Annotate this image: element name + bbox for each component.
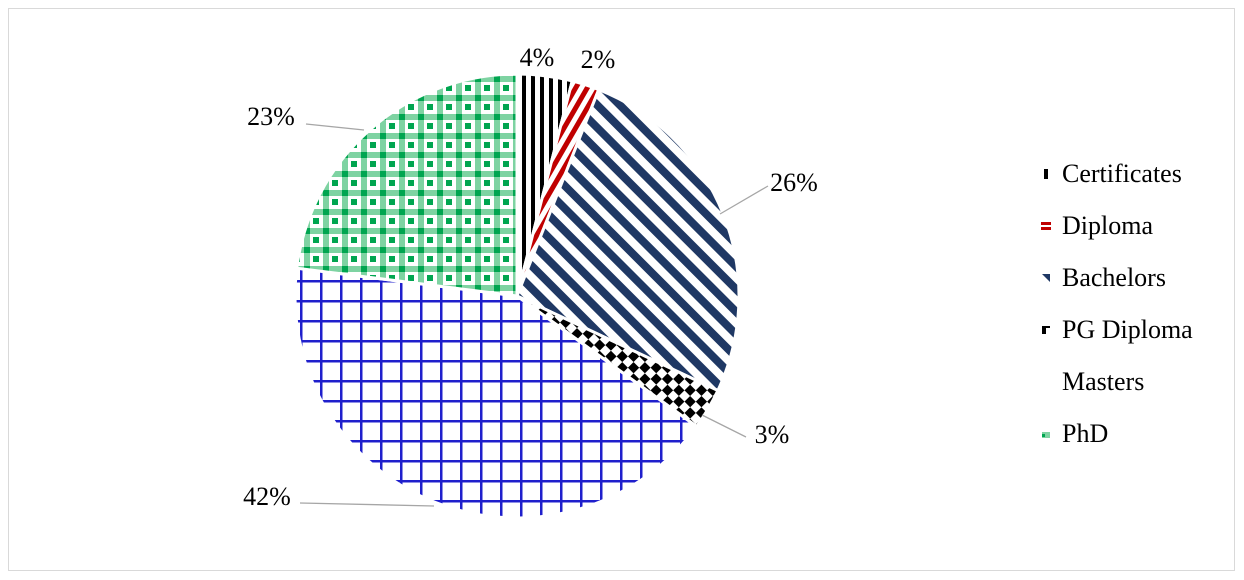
legend-swatch: [1041, 273, 1051, 283]
legend-swatch: [1041, 325, 1051, 335]
leader-line-masters: [299, 502, 435, 507]
legend-label: Masters: [1062, 367, 1145, 396]
legend-item-bachelors: Bachelors: [1036, 252, 1193, 304]
legend-item-diploma: Diploma: [1036, 200, 1193, 252]
legend-label: PhD: [1062, 419, 1109, 448]
legend-swatch: [1041, 221, 1051, 231]
legend-label: PG Diploma: [1062, 315, 1193, 344]
data-label-diploma: 2%: [581, 45, 616, 74]
data-label-phd: 23%: [247, 102, 295, 131]
legend-swatch: [1041, 169, 1051, 179]
legend-item-pg-diploma: PG Diploma: [1036, 304, 1193, 356]
leader-line-phd: [305, 123, 365, 131]
legend-label: Diploma: [1062, 211, 1153, 240]
legend-swatch: [1041, 429, 1051, 439]
data-label-certificates: 4%: [520, 43, 555, 72]
leader-line-bachelors: [719, 185, 769, 215]
data-label-masters: 42%: [243, 482, 291, 511]
data-label-bachelors: 26%: [770, 168, 818, 197]
legend-item-phd: PhD: [1036, 408, 1193, 460]
pie-slice-phd: [295, 72, 519, 298]
pie-slice-bachelors: [515, 88, 741, 393]
legend-label: Certificates: [1062, 159, 1182, 188]
legend-item-masters: Masters: [1036, 356, 1193, 408]
legend-label: Bachelors: [1062, 263, 1166, 292]
data-label-pg-diploma: 3%: [755, 420, 790, 449]
pie-slice-masters: [293, 266, 699, 520]
leader-line-pg-diploma: [701, 414, 747, 438]
legend-item-certificates: Certificates: [1036, 148, 1193, 200]
legend: Certificates Diploma Bachelors PG Diplom…: [1036, 148, 1193, 460]
